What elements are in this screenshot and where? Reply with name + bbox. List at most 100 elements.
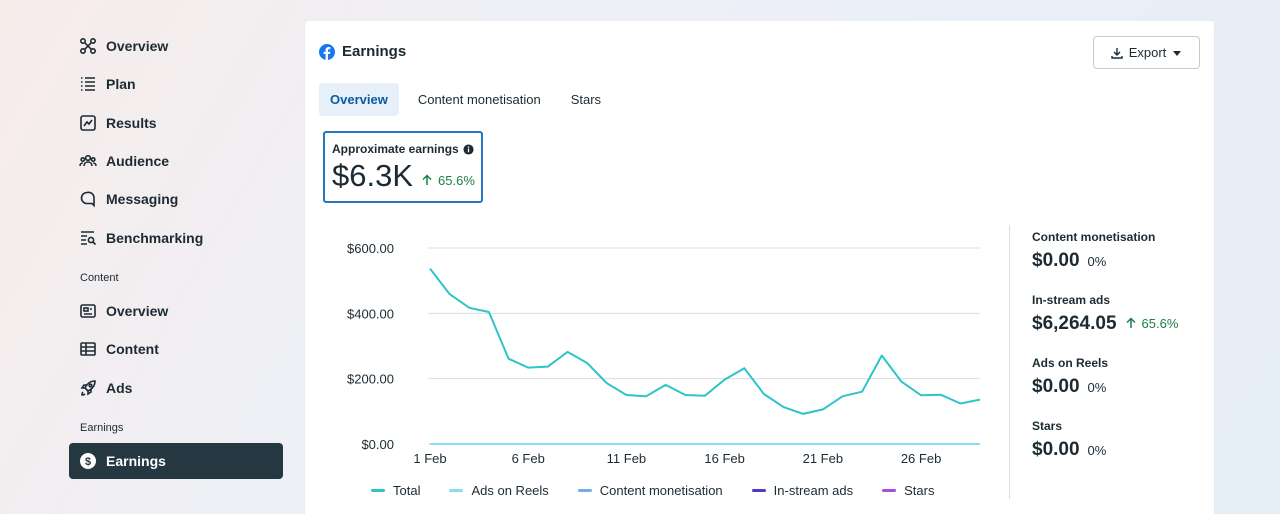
sidebar-item-label: Overview (106, 38, 169, 54)
metric-change-value: 65.6% (438, 172, 475, 188)
metric-label: Approximate earnings (332, 142, 459, 156)
sidebar-item-label: Ads (106, 380, 133, 396)
stat-in-stream-ads: In-stream ads $6,264.05 65.6% (1032, 293, 1178, 335)
stat-change: 0% (1087, 254, 1107, 269)
tab-content-monetisation[interactable]: Content monetisation (417, 92, 541, 107)
sidebar-item-results[interactable]: Results (69, 105, 283, 141)
stat-value: $0.00 (1032, 250, 1080, 271)
x-tick-label: 21 Feb (803, 451, 843, 466)
info-icon[interactable] (463, 143, 474, 155)
section-label-content: Content (80, 272, 119, 284)
stat-row: $6,264.05 65.6% (1032, 313, 1178, 335)
x-tick-label: 11 Feb (607, 451, 647, 466)
tab-overview[interactable]: Overview (319, 83, 399, 116)
legend-swatch (577, 489, 592, 492)
people-icon (79, 152, 97, 170)
legend-label: In-stream ads (773, 483, 854, 498)
stat-row: $0.00 0% (1032, 250, 1178, 272)
stat-change: 0% (1087, 380, 1107, 395)
sidebar-item-earnings[interactable]: $ Earnings (69, 443, 283, 479)
sidebar-item-overview[interactable]: Overview (69, 28, 283, 64)
stat-row: $0.00 0% (1032, 376, 1178, 398)
y-tick-label: $400.00 (347, 306, 394, 321)
stat-content-monetisation: Content monetisation $0.00 0% (1032, 230, 1178, 272)
sidebar-item-label: Plan (106, 76, 136, 92)
sidebar-item-content-overview[interactable]: Overview (69, 293, 283, 329)
legend-item-content-monetisation[interactable]: Content monetisation (577, 483, 723, 498)
x-tick-label: 16 Feb (704, 451, 744, 466)
card-icon (79, 302, 97, 320)
legend-item-ads-on-reels[interactable]: Ads on Reels (449, 483, 549, 498)
sidebar-item-plan[interactable]: Plan (69, 66, 283, 102)
legend-swatch (882, 489, 897, 492)
legend-swatch (371, 489, 385, 492)
facebook-icon (319, 43, 335, 60)
sidebar-item-audience[interactable]: Audience (69, 143, 283, 179)
sidebar-item-label: Earnings (106, 453, 166, 469)
stat-label: In-stream ads (1032, 293, 1111, 307)
breakdown-stats: Content monetisation $0.00 0% In-stream a… (1032, 230, 1178, 482)
arrow-up-icon (422, 174, 432, 185)
legend-item-in-stream-ads[interactable]: In-stream ads (751, 483, 854, 498)
stat-value: $0.00 (1032, 376, 1080, 397)
legend-label: Content monetisation (599, 483, 723, 498)
svg-text:$: $ (85, 456, 91, 468)
card-header: Earnings (319, 43, 406, 60)
series-line-total (429, 267, 981, 415)
table-icon (79, 340, 97, 358)
legend-item-total[interactable]: Total (371, 483, 420, 498)
sidebar: Overview Plan Results Audience Messaging… (0, 0, 300, 514)
stat-label: Ads on Reels (1032, 356, 1109, 370)
chart-legend: Total Ads on Reels Content monetisation … (371, 483, 963, 498)
x-tick-label: 1 Feb (413, 451, 446, 466)
stat-label: Content monetisation (1032, 230, 1156, 244)
section-label-earnings: Earnings (80, 422, 124, 434)
sidebar-item-messaging[interactable]: Messaging (69, 181, 283, 217)
metric-value: $6.3K (332, 158, 414, 193)
stat-stars: Stars $0.00 0% (1032, 419, 1178, 461)
stat-row: $0.00 0% (1032, 439, 1178, 461)
metric-label-row: Approximate earnings (332, 142, 474, 156)
export-label: Export (1128, 45, 1167, 60)
y-tick-label: $200.00 (347, 372, 394, 387)
metric-row: $6.3K 65.6% (332, 158, 475, 194)
legend-item-stars[interactable]: Stars (882, 483, 934, 498)
sidebar-item-content[interactable]: Content (69, 331, 283, 367)
earnings-card: Earnings Export Overview Content monetis… (305, 21, 1214, 514)
download-icon (1111, 47, 1123, 59)
legend-label: Stars (904, 483, 935, 498)
search-list-icon (79, 229, 97, 247)
stat-label: Stars (1032, 419, 1063, 433)
sidebar-item-label: Overview (106, 303, 169, 319)
y-tick-label: $0.00 (361, 437, 394, 452)
tab-bar: Overview Content monetisation Stars (319, 83, 620, 116)
export-button[interactable]: Export (1093, 36, 1200, 69)
sidebar-item-label: Benchmarking (106, 230, 204, 246)
x-tick-label: 26 Feb (901, 451, 941, 466)
legend-swatch (751, 489, 766, 492)
sidebar-item-benchmarking[interactable]: Benchmarking (69, 220, 283, 256)
tab-stars[interactable]: Stars (570, 92, 602, 107)
legend-swatch (449, 489, 464, 492)
page-title: Earnings (342, 43, 407, 60)
nodes-icon (79, 37, 97, 55)
stat-change: 65.6% (1125, 316, 1178, 331)
stat-value: $0.00 (1032, 439, 1080, 460)
arrow-up-icon (1126, 317, 1136, 328)
metric-change: 65.6% (421, 173, 475, 188)
dollar-icon: $ (79, 452, 97, 470)
x-tick-label: 6 Feb (512, 451, 545, 466)
sidebar-item-label: Messaging (106, 191, 179, 207)
legend-label: Total (393, 483, 421, 498)
stat-ads-on-reels: Ads on Reels $0.00 0% (1032, 356, 1178, 398)
legend-label: Ads on Reels (471, 483, 549, 498)
chart-icon (79, 114, 97, 132)
list-icon (79, 75, 97, 93)
sidebar-item-label: Content (106, 341, 159, 357)
sidebar-item-ads[interactable]: Ads (69, 370, 283, 406)
approximate-earnings-card[interactable]: Approximate earnings $6.3K 65.6% (323, 131, 483, 203)
y-tick-label: $600.00 (347, 241, 394, 256)
sidebar-item-label: Results (106, 115, 157, 131)
stat-change: 0% (1087, 443, 1107, 458)
earnings-chart: $0.00 $200.00 $400.00 $600.00 1 Feb 6 Feb 11 F… (347, 241, 981, 466)
